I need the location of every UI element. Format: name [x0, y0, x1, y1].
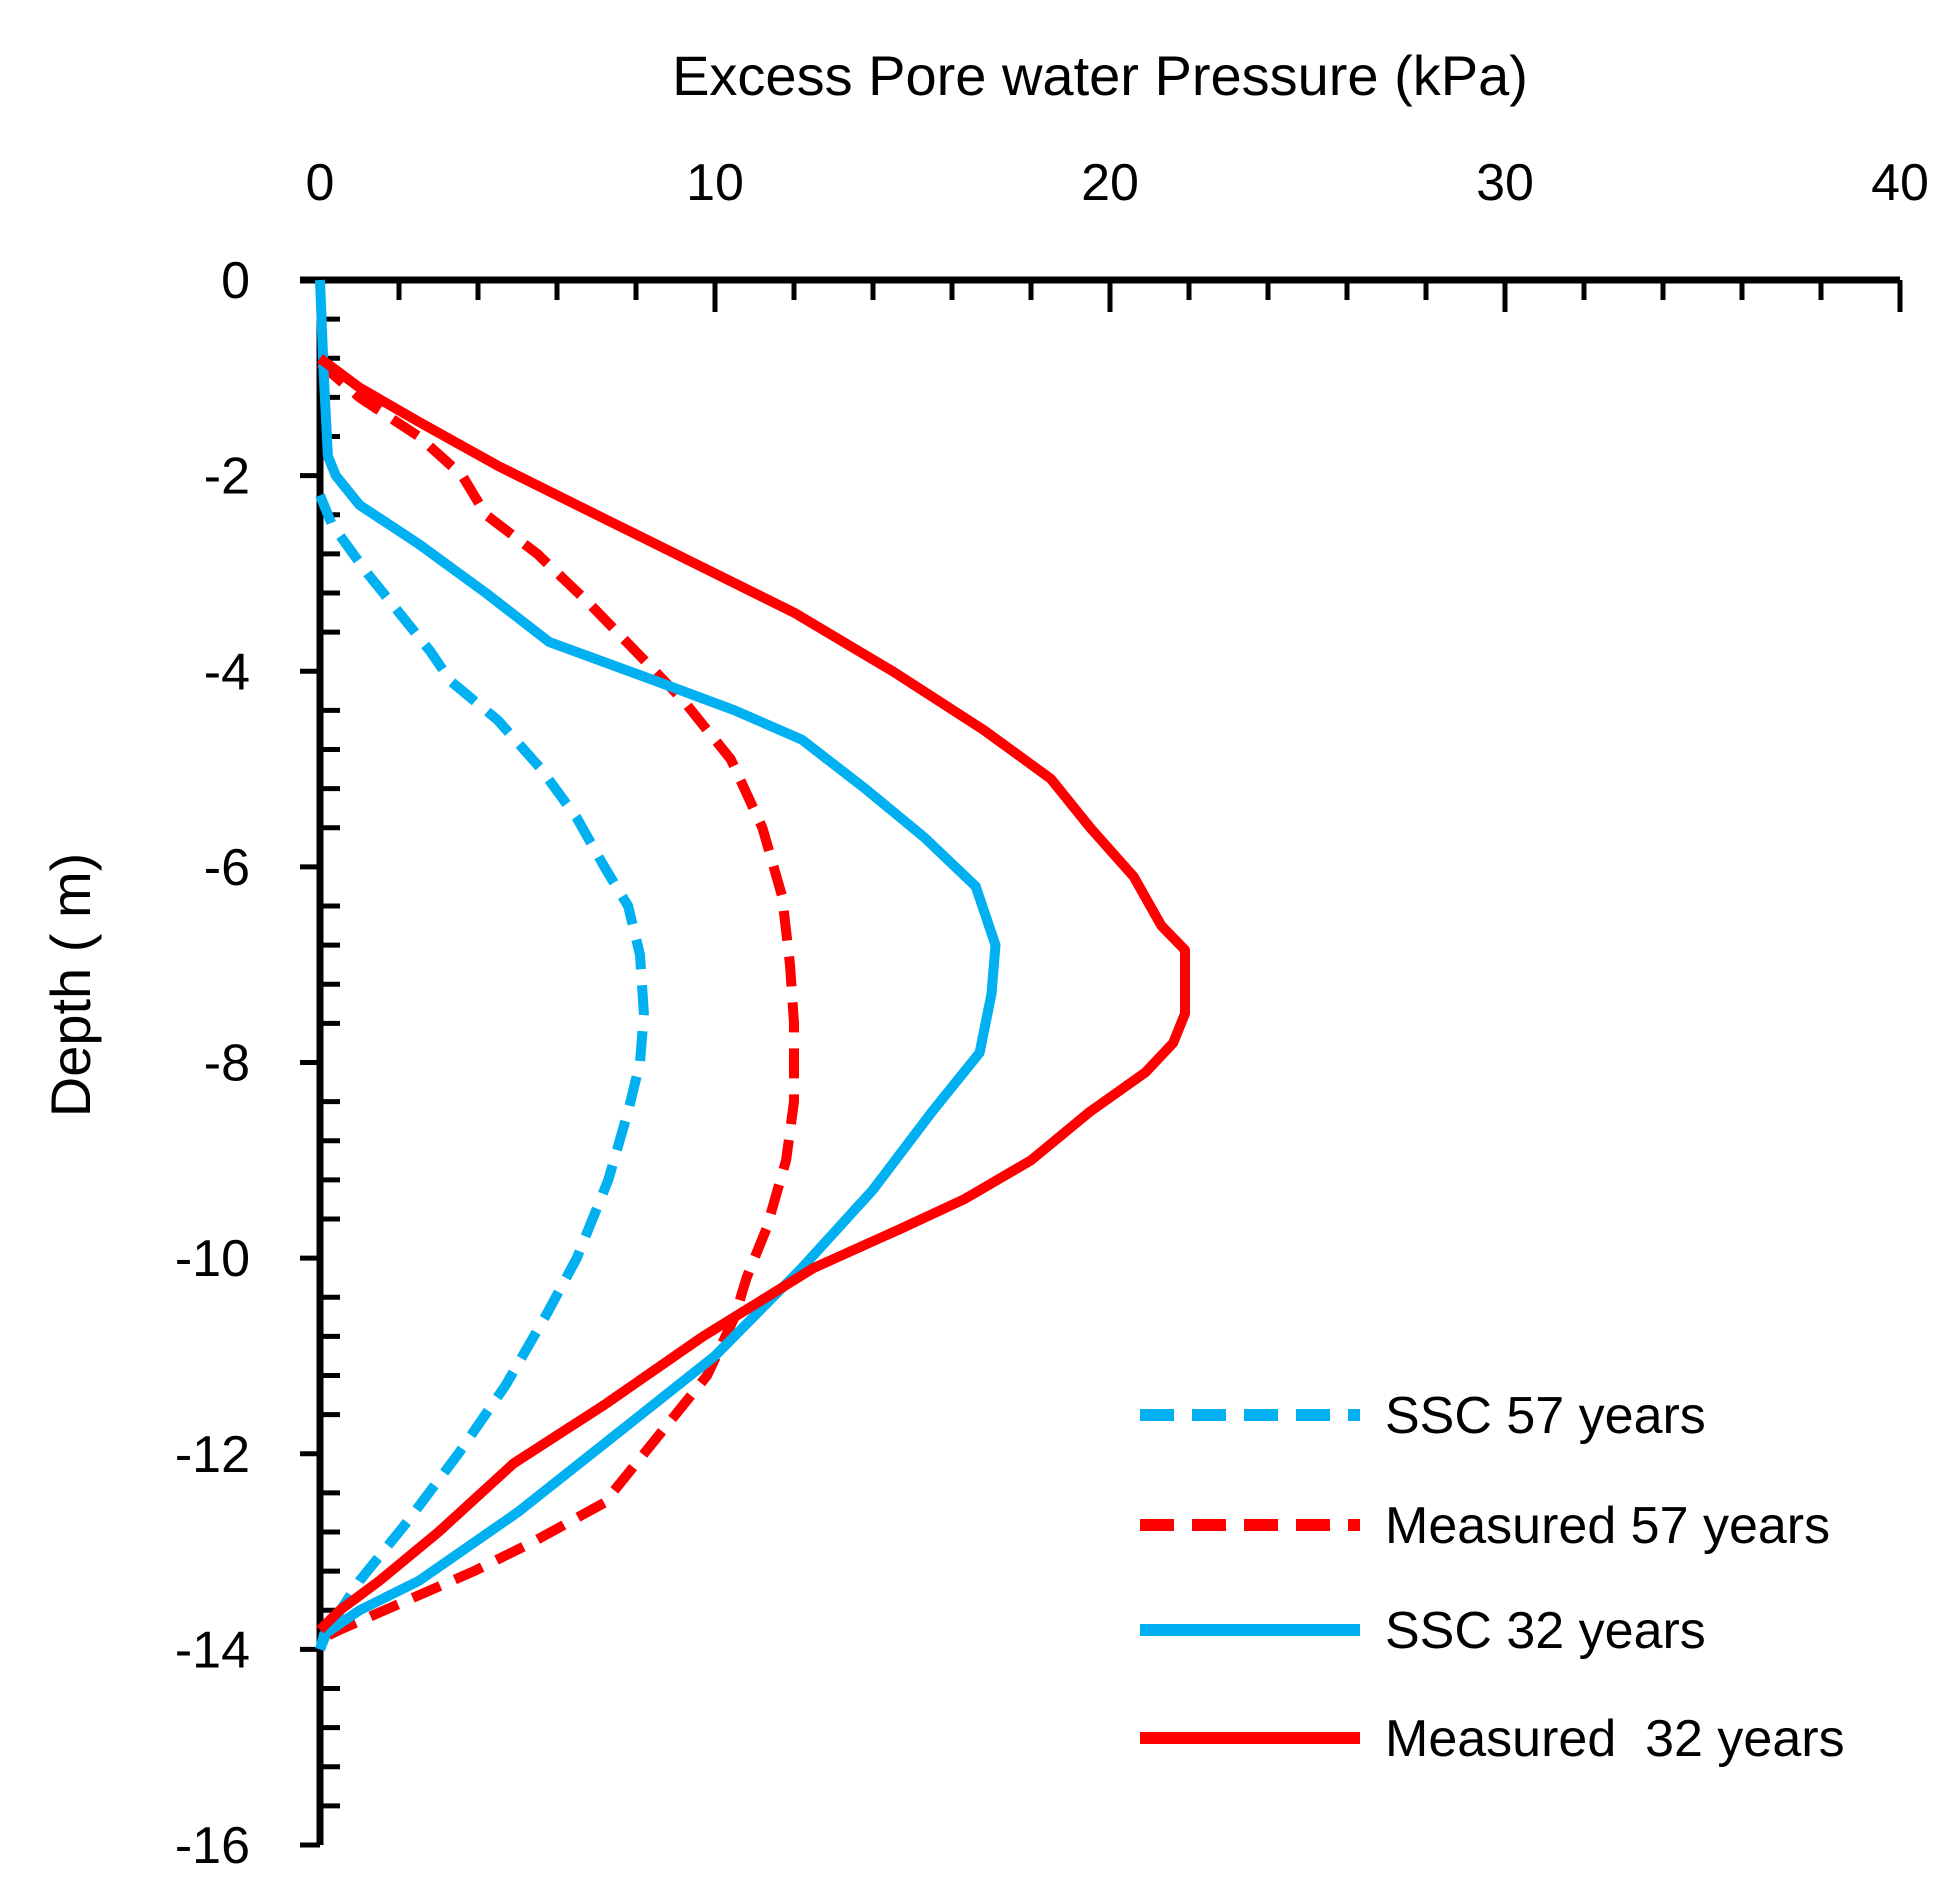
- y-tick-label: -12: [175, 1426, 250, 1484]
- series-line-ssc-32-years: [315, 279, 1001, 1651]
- series-layer: [315, 279, 1190, 1652]
- y-tick-label: -16: [175, 1817, 250, 1875]
- legend-label-ssc-32: SSC 32 years: [1385, 1602, 1706, 1660]
- y-tick-label: -10: [175, 1230, 250, 1288]
- x-tick-label: 10: [686, 154, 744, 212]
- y-tick-label: -6: [204, 839, 250, 897]
- series-line-measured-32-years: [316, 354, 1190, 1634]
- axes: 0 10 20 30 40 0 -2 -4 -6 -8 -10 -12 -14 -16: [175, 154, 1929, 1875]
- x-tick-label: 20: [1081, 154, 1139, 212]
- series-line-ssc-57-years: [315, 493, 649, 1652]
- y-tick-label: -2: [204, 448, 250, 506]
- series-line-measured-57-years: [316, 359, 799, 1645]
- legend-label-measured-32: Measured 32 years: [1385, 1710, 1845, 1768]
- x-tick-label: 40: [1871, 154, 1929, 212]
- x-tick-label: 0: [306, 154, 335, 212]
- y-tick-label: -14: [175, 1621, 250, 1679]
- y-axis-title: Depth ( m): [39, 853, 102, 1118]
- x-tick-label: 30: [1476, 154, 1534, 212]
- y-tick-label: -4: [204, 643, 250, 701]
- x-axis-title: Excess Pore water Pressure (kPa): [672, 44, 1528, 107]
- legend: SSC 57 years Measured 57 years SSC 32 ye…: [1140, 1387, 1845, 1768]
- legend-label-measured-57: Measured 57 years: [1385, 1497, 1830, 1555]
- y-tick-label: -8: [204, 1035, 250, 1093]
- legend-label-ssc-57: SSC 57 years: [1385, 1387, 1706, 1445]
- y-tick-label: 0: [221, 252, 250, 310]
